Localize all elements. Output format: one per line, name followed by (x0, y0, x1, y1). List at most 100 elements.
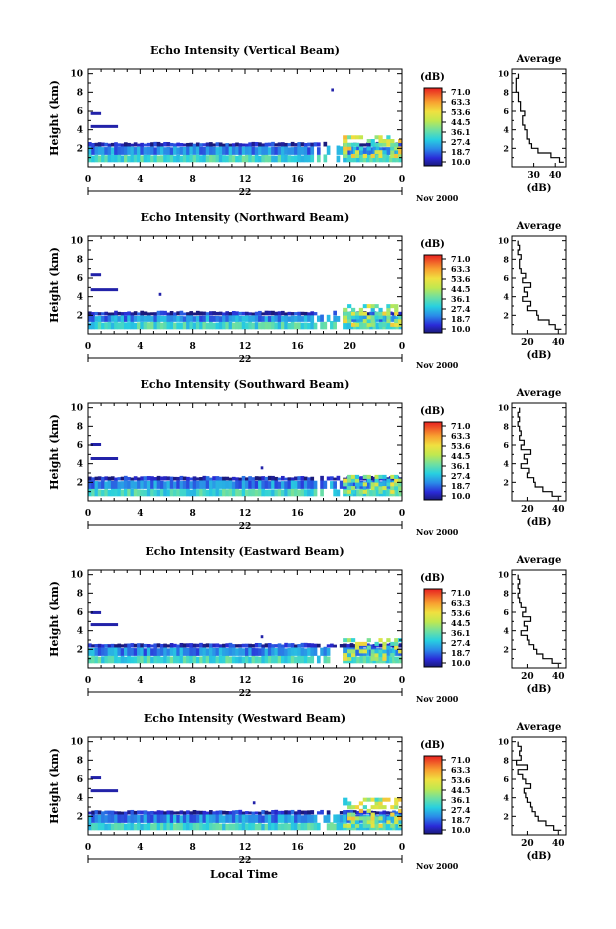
echo-cell (374, 482, 379, 487)
heatmap-cell (271, 315, 275, 322)
echo-cell (394, 319, 399, 324)
colorbar-tick-label: 63.3 (451, 431, 471, 441)
profile-title: Average (516, 722, 562, 733)
heatmap-cell (382, 822, 387, 831)
heatmap-cell (143, 810, 148, 815)
heatmap-cell (195, 822, 200, 831)
heatmap-cell (146, 315, 151, 322)
heatmap-cell (284, 314, 288, 322)
month-label: Nov 2000 (416, 360, 459, 370)
heatmap-cell (182, 143, 187, 147)
x-tick-label: 8 (190, 175, 196, 185)
heatmap-cell (173, 489, 177, 497)
heatmap-cell (222, 823, 226, 831)
heatmap-cell (316, 822, 321, 831)
colorbar-unit: (dB) (420, 573, 445, 584)
heatmap-cell (114, 310, 118, 316)
echo-cell (382, 486, 387, 491)
y-tick-label: 6 (77, 107, 83, 117)
heatmap-cell (225, 823, 230, 831)
echo-cell (366, 638, 371, 643)
heatmap-cell (320, 314, 324, 322)
heatmap-cell (313, 822, 318, 831)
echo-cell (386, 797, 391, 802)
heatmap-cell (163, 655, 167, 664)
heatmap-cell (300, 142, 305, 147)
echo-cell (350, 823, 356, 828)
heatmap-cell (267, 142, 272, 147)
heatmap-cell (310, 311, 315, 316)
colorbar-tick-label: 27.4 (451, 471, 471, 481)
heatmap-cell (137, 154, 141, 163)
heatmap-cell (182, 656, 187, 664)
heatmap-cell (153, 822, 158, 831)
heatmap-cell (189, 814, 194, 823)
heatmap-cell (205, 822, 210, 831)
heatmap-cell (114, 321, 118, 330)
echo-cell (347, 812, 352, 817)
heatmap-cell (199, 146, 203, 155)
heatmap-cell (182, 813, 187, 823)
echo-cell (378, 816, 383, 821)
heatmap-cell (195, 643, 200, 648)
heatmap-cell (300, 476, 305, 481)
heatmap-cell (123, 656, 128, 664)
heatmap-cell (313, 643, 318, 648)
heatmap-cell (297, 489, 302, 497)
heatmap-cell (94, 316, 99, 322)
heatmap-cell (169, 480, 174, 489)
heatmap-cell (153, 655, 158, 664)
heatmap-cell (153, 811, 158, 815)
heatmap-cell (150, 644, 154, 648)
heatmap-cell (261, 480, 266, 489)
heatmap-cell (101, 656, 105, 664)
heatmap-cell (146, 480, 151, 489)
heatmap-cell (225, 311, 230, 316)
heatmap-cell (195, 814, 200, 823)
heatmap-cell (235, 321, 239, 330)
heatmap-cell (231, 813, 236, 823)
heatmap-cell (166, 822, 171, 831)
heatmap-cell (192, 316, 197, 322)
echo-cell (370, 805, 375, 810)
heatmap-cell (261, 143, 266, 147)
echo-cell (362, 319, 367, 324)
heatmap-cell (110, 154, 115, 163)
heatmap-cell (388, 311, 393, 316)
heatmap-cell (179, 821, 184, 831)
month-label: Nov 2000 (416, 193, 459, 203)
echo-cell (366, 315, 371, 320)
echo-cell (386, 319, 391, 324)
heatmap-cell (153, 489, 158, 497)
heatmap-cell (369, 311, 373, 316)
heatmap-cell (392, 154, 396, 163)
heatmap-cell (277, 823, 282, 831)
heatmap-cell (117, 316, 122, 322)
echo-cell (350, 812, 356, 817)
heatmap-cell (346, 146, 351, 155)
heatmap-cell (176, 655, 180, 664)
x-tick-label: 0 (399, 843, 405, 853)
heatmap-cell (166, 476, 171, 481)
heatmap-cell (264, 655, 269, 664)
echo-feature (331, 88, 334, 92)
heatmap-cell (202, 810, 207, 815)
heatmap-cell (150, 476, 154, 481)
heatmap-cell (228, 823, 233, 831)
heatmap-cell (130, 477, 135, 481)
heatmap-cell (205, 489, 210, 497)
heatmap-cell (101, 315, 105, 322)
heatmap-cell (303, 154, 308, 163)
heatmap-cell (310, 142, 315, 147)
heatmap-cell (212, 154, 216, 163)
heatmap-cell (284, 477, 288, 481)
heatmap-cell (218, 146, 223, 155)
heatmap-cell (212, 823, 216, 831)
profile-y-tick-label: 10 (498, 69, 510, 79)
heatmap-cell (372, 476, 377, 481)
heatmap-cell (307, 822, 311, 831)
heatmap-cell (336, 814, 341, 823)
heatmap-cell (228, 479, 233, 489)
heatmap-cell (366, 480, 370, 489)
heatmap-cell (110, 314, 115, 322)
